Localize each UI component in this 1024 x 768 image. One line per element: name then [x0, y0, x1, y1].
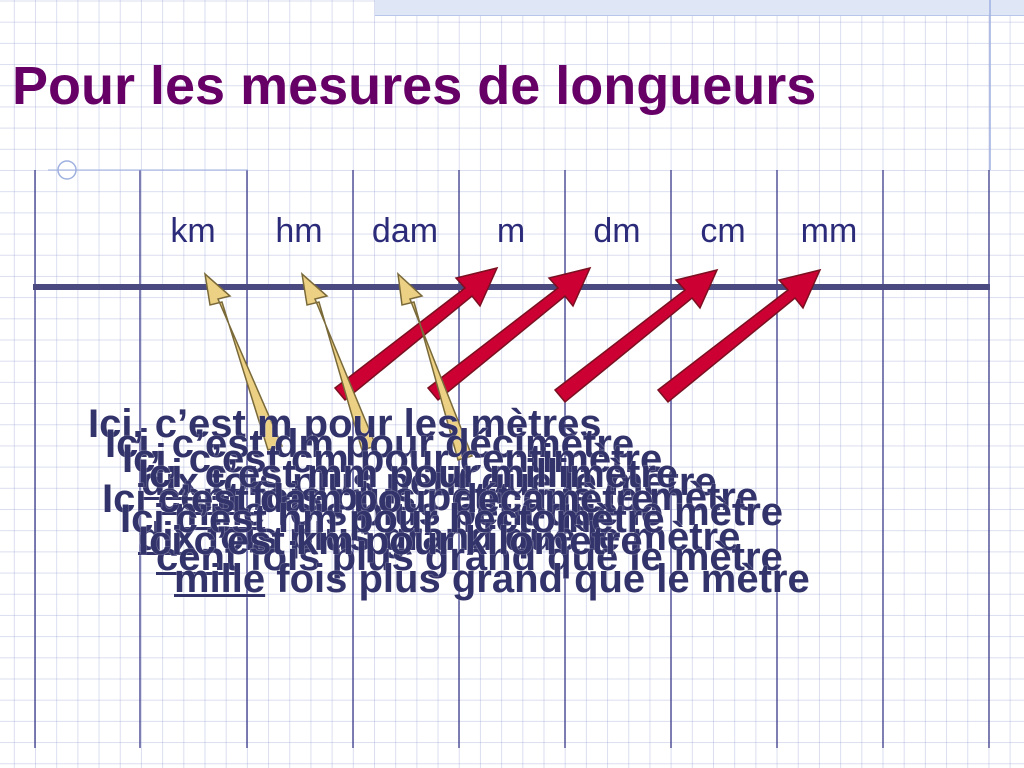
- emphasis-word: mille: [174, 490, 266, 534]
- ring: [57, 160, 77, 180]
- message: Ici, c’est m pour les mètres: [88, 402, 602, 446]
- red-arrows: [333, 266, 822, 404]
- emphasis-word: cent: [156, 535, 239, 579]
- unit-label: mm: [800, 212, 858, 250]
- message: Ici, c’est cm pour centimètre cent fois p…: [122, 437, 759, 519]
- message-line: cent fois plus petit que le mètre: [122, 475, 759, 519]
- message: Ici, c’est dm pour décimètre dix fois plu…: [105, 422, 717, 504]
- message: Ici c’est hm pour hectomètre cent fois pl…: [120, 497, 783, 579]
- message-line: Ici, c’est cm pour centimètre: [122, 437, 663, 481]
- message-rest: fois plus grand que le mètre: [265, 557, 810, 601]
- slide-title: Pour les mesures de longueurs: [12, 56, 817, 116]
- message: Ici c’est dam pour décamètre dix fois plu…: [102, 477, 741, 559]
- message-rest: fois plus grand que le mètre: [238, 535, 783, 579]
- message-rest: fois plus grand que le mètre: [195, 515, 741, 559]
- message-rest: fois plus petit que le mètre: [265, 490, 784, 534]
- column-lines: [34, 170, 990, 748]
- message: Ici, c’est mm pour millimètre mille fois …: [138, 452, 784, 534]
- message-line: Ici, c’est m pour les mètres: [88, 402, 602, 446]
- unit-label: m: [496, 212, 526, 250]
- emphasis-word: mille: [174, 557, 266, 601]
- message-line: cent fois plus grand que le mètre: [120, 535, 783, 579]
- message-line: Ici c’est dam pour décamètre: [102, 477, 654, 521]
- message-line: dix fois plus petit que le mètre: [105, 460, 717, 504]
- message-line: dix fois plus grand que le mètre: [102, 515, 741, 559]
- unit-label: cm: [700, 212, 746, 250]
- message: Ici c’est km pour kilomètre mille fois pl…: [138, 519, 810, 601]
- emphasis-word: dix: [141, 460, 199, 504]
- unit-label: dam: [371, 212, 439, 250]
- yellow-arrows: [203, 272, 474, 461]
- message-rest: fois plus petit que le mètre: [198, 460, 717, 504]
- message-line: Ici c’est km pour kilomètre: [138, 519, 643, 563]
- unit-label: hm: [275, 212, 323, 250]
- unit-label: dm: [593, 212, 641, 250]
- message-line: Ici, c’est mm pour millimètre: [138, 452, 679, 496]
- emphasis-word: dix: [138, 515, 196, 559]
- message-line: Ici c’est hm pour hectomètre: [120, 497, 665, 541]
- message-line: Ici, c’est dm pour décimètre: [105, 422, 635, 466]
- unit-label: km: [170, 212, 216, 250]
- message-line: mille fois plus grand que le mètre: [138, 557, 810, 601]
- top-band: [375, 0, 1024, 16]
- message-rest: fois plus petit que le mètre: [240, 475, 759, 519]
- message-line: mille fois plus petit que le mètre: [138, 490, 784, 534]
- emphasis-word: cent: [158, 475, 241, 519]
